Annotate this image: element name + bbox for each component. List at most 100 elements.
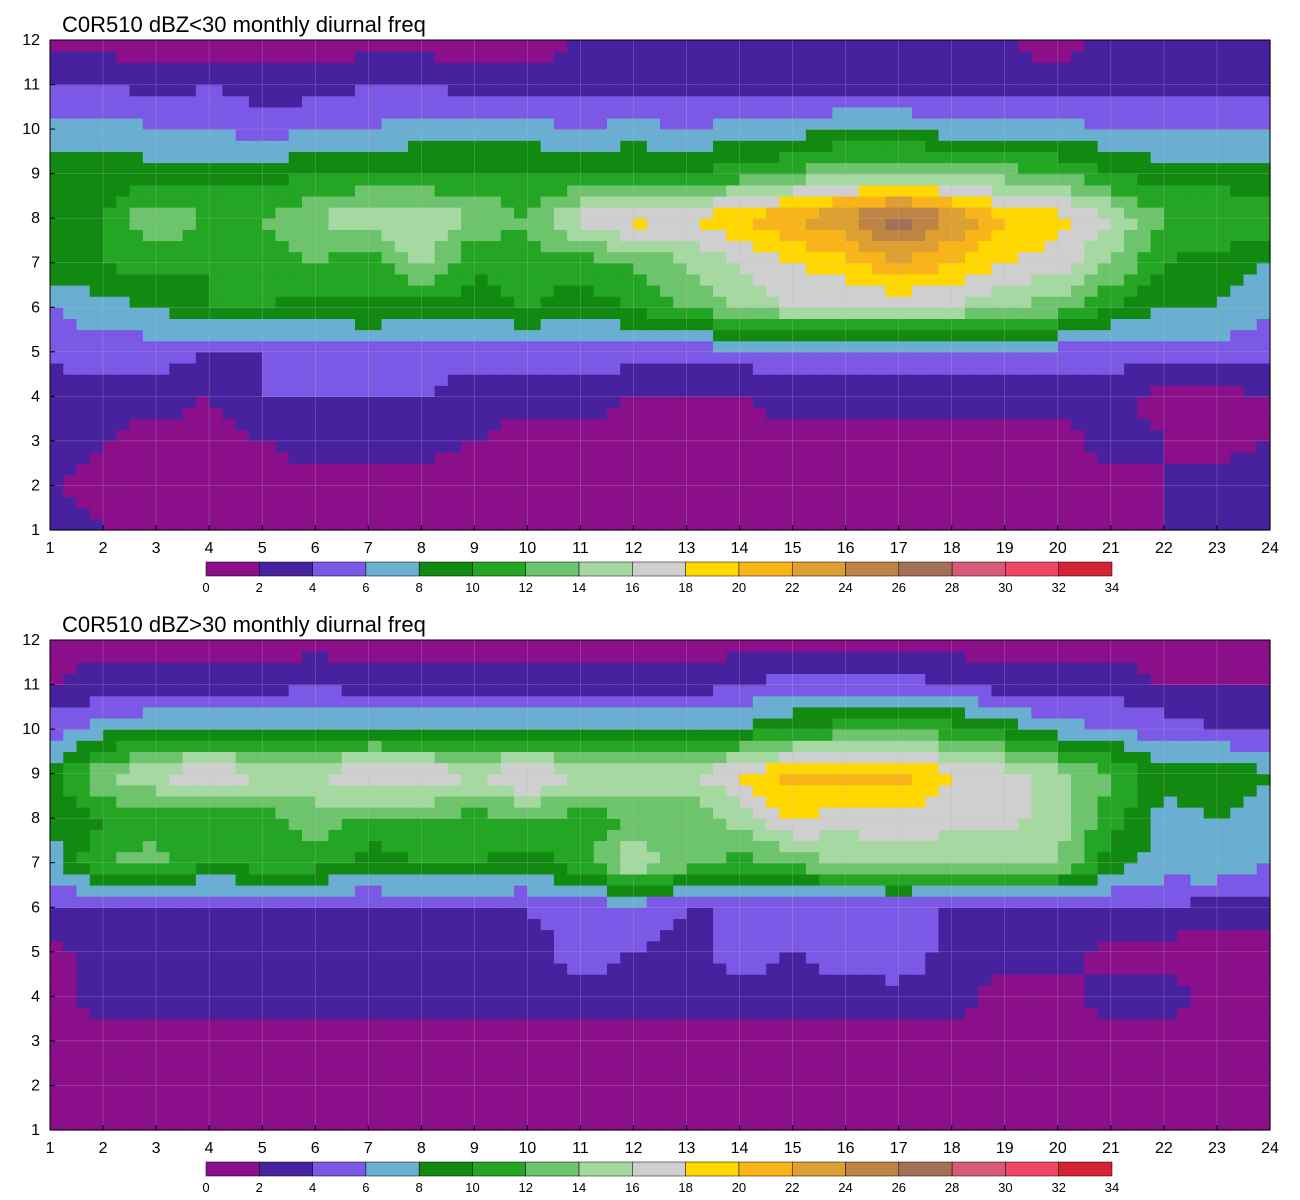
contour-cell: [487, 463, 502, 475]
contour-cell: [766, 452, 780, 464]
contour-cell: [633, 117, 648, 130]
contour-cell: [951, 162, 966, 175]
contour-cell: [50, 1118, 64, 1131]
contour-cell: [885, 207, 900, 219]
contour-cell: [1031, 407, 1046, 420]
contour-cell: [129, 140, 144, 152]
contour-cell: [116, 285, 131, 297]
contour-cell: [89, 296, 104, 308]
contour-cell: [1163, 285, 1178, 297]
contour-cell: [527, 307, 542, 320]
contour-cell: [1150, 296, 1165, 308]
contour-cell: [925, 452, 940, 464]
contour-cell: [288, 51, 303, 63]
colorbar-swatch: [898, 561, 953, 577]
contour-cell: [1190, 285, 1205, 297]
contour-cell: [408, 251, 422, 264]
contour-cell: [262, 51, 277, 63]
contour-cell: [766, 329, 780, 342]
contour-cell: [142, 418, 157, 431]
contour-cell: [580, 251, 595, 264]
contour-cell: [408, 474, 422, 487]
contour-cell: [1124, 307, 1138, 320]
contour-cell: [819, 329, 833, 342]
contour-cell: [540, 84, 555, 97]
contour-cell: [76, 362, 91, 375]
contour-cell: [156, 463, 170, 475]
contour-cell: [832, 195, 847, 208]
contour-cell: [1230, 1107, 1245, 1120]
contour-cell: [275, 396, 290, 409]
contour-cell: [381, 485, 396, 498]
contour-cell: [408, 1074, 422, 1087]
contour-cell: [606, 129, 621, 141]
contour-cell: [1163, 1063, 1178, 1075]
contour-cell: [89, 440, 104, 453]
contour-cell: [660, 385, 674, 397]
contour-cell: [1230, 429, 1245, 442]
contour-cell: [766, 463, 780, 475]
contour-cell: [951, 429, 966, 442]
contour-cell: [1124, 396, 1138, 409]
contour-cell: [408, 285, 422, 297]
contour-cell: [1150, 262, 1165, 275]
contour-cell: [1018, 262, 1032, 275]
contour-cell: [328, 374, 343, 386]
contour-cell: [1163, 40, 1178, 52]
contour-cell: [381, 407, 396, 420]
contour-cell: [553, 1096, 568, 1109]
contour-cell: [248, 129, 263, 141]
contour-cell: [540, 518, 555, 531]
contour-cell: [633, 106, 648, 119]
contour-cell: [1230, 374, 1245, 386]
contour-cell: [1018, 518, 1032, 531]
contour-cell: [938, 40, 953, 52]
contour-cell: [1004, 496, 1019, 509]
contour-cell: [408, 195, 422, 208]
contour-cell: [991, 307, 1006, 320]
contour-cell: [726, 396, 741, 409]
contour-cell: [447, 340, 462, 353]
contour-cell: [235, 507, 250, 520]
contour-cell: [858, 518, 873, 531]
contour-cell: [50, 273, 64, 286]
colorbar-swatch: [951, 561, 1006, 577]
contour-cell: [1044, 1085, 1059, 1098]
contour-cell: [951, 351, 966, 364]
contour-cell: [1097, 95, 1112, 108]
contour-cell: [487, 496, 502, 509]
contour-cell: [434, 452, 449, 464]
contour-cell: [169, 362, 184, 375]
contour-cell: [1110, 1063, 1125, 1075]
contour-cell: [222, 496, 237, 509]
contour-cell: [1190, 507, 1205, 520]
contour-cell: [474, 318, 489, 331]
contour-cell: [872, 218, 887, 230]
contour-cell: [1018, 207, 1032, 219]
contour-cell: [301, 1085, 316, 1098]
contour-cell: [845, 162, 860, 175]
contour-cell: [1177, 396, 1192, 409]
contour-cell: [89, 62, 104, 75]
contour-cell: [752, 1074, 767, 1087]
contour-cell: [805, 106, 820, 119]
contour-cell: [739, 240, 754, 253]
contour-cell: [1018, 62, 1032, 75]
contour-cell: [567, 463, 582, 475]
contour-cell: [142, 1029, 157, 1042]
contour-cell: [235, 84, 250, 97]
contour-cell: [686, 95, 701, 108]
contour-cell: [965, 1107, 979, 1120]
contour-cell: [1084, 184, 1099, 197]
y-tick-label: 4: [31, 388, 40, 405]
contour-cell: [699, 285, 714, 297]
contour-cell: [845, 95, 860, 108]
contour-cell: [832, 218, 847, 230]
contour-cell: [1071, 518, 1085, 531]
contour-cell: [1124, 1074, 1138, 1087]
contour-cell: [1177, 173, 1192, 186]
contour-cell: [938, 318, 953, 331]
contour-cell: [1163, 95, 1178, 108]
contour-cell: [301, 207, 316, 219]
contour-cell: [593, 474, 608, 487]
